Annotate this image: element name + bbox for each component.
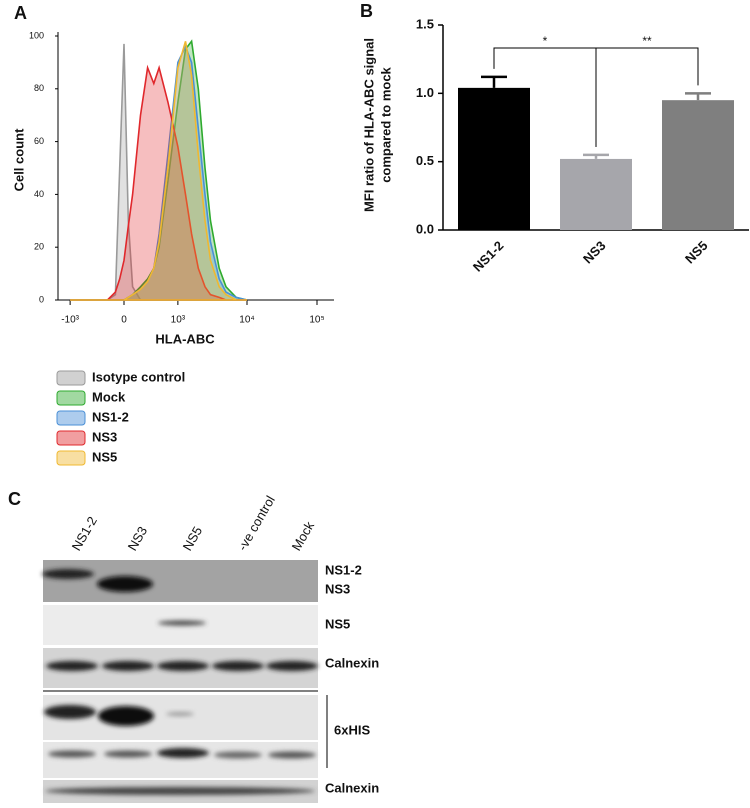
band: [157, 661, 209, 671]
bar: [662, 100, 734, 231]
legend-swatch: [56, 430, 86, 446]
legend-label: NS5: [92, 449, 117, 464]
legend-label: NS3: [92, 429, 117, 444]
x-tick-label: NS5: [682, 238, 710, 266]
blot-strip: [43, 560, 318, 602]
y-axis-label: Cell count: [11, 128, 26, 192]
western-blot: [42, 560, 328, 803]
panel-label: B: [360, 1, 373, 21]
error-bar: [481, 75, 507, 88]
legend-label: Isotype control: [92, 369, 185, 384]
band: [104, 750, 152, 758]
band: [268, 751, 316, 759]
histogram-area: [70, 64, 247, 301]
legend-label: NS1-2: [92, 409, 129, 424]
blot-label: NS5: [325, 616, 350, 631]
error-bar: [583, 153, 609, 159]
y-tick-label: 60: [34, 136, 44, 146]
bar: [458, 87, 530, 230]
band: [97, 576, 153, 592]
significance-label: **: [642, 34, 652, 48]
band: [212, 661, 264, 671]
band: [48, 750, 96, 758]
histogram-area: [70, 41, 247, 301]
blot-label: Calnexin: [325, 780, 379, 795]
lane-label: NS5: [180, 524, 206, 553]
blot-strip: [43, 695, 318, 740]
significance-bracket: [595, 47, 699, 147]
y-tick-label: 100: [29, 30, 44, 40]
band: [166, 712, 194, 716]
blot-strip: [43, 742, 318, 778]
lane-label: -ve control: [235, 493, 278, 553]
x-axis-label: HLA-ABC: [155, 331, 215, 346]
blot-label: Calnexin: [325, 655, 379, 670]
y-tick-label: 0.5: [416, 153, 434, 168]
band: [45, 787, 315, 795]
band: [214, 751, 262, 759]
panel-label: A: [14, 3, 27, 23]
band: [98, 706, 154, 726]
band: [42, 569, 94, 579]
x-tick-label: 10⁵: [309, 315, 324, 326]
legend-swatch: [56, 390, 86, 406]
y-axis-label: compared to mock: [378, 66, 393, 182]
band: [102, 661, 154, 671]
significance-label: *: [543, 34, 548, 48]
blot-label: NS1-2: [325, 562, 362, 577]
blot-label: NS3: [325, 581, 350, 596]
y-axis-label: MFI ratio of HLA-ABC signal: [361, 38, 376, 212]
y-tick-label: 1.5: [416, 16, 434, 31]
bar: [560, 158, 632, 230]
panel-label: C: [8, 489, 21, 509]
legend-swatch: [56, 450, 86, 466]
band: [46, 661, 98, 671]
x-tick-label: 10³: [171, 315, 186, 326]
band: [44, 705, 96, 719]
y-tick-label: 0.0: [416, 221, 434, 236]
x-tick-label: -10³: [61, 315, 79, 326]
lane-label: NS3: [125, 524, 151, 553]
y-tick-label: 0: [39, 294, 44, 304]
x-tick-label: NS1-2: [470, 238, 507, 275]
y-tick-label: 1.0: [416, 85, 434, 100]
blot-label: 6xHIS: [334, 722, 370, 737]
error-bar: [685, 92, 711, 101]
y-tick-label: 80: [34, 83, 44, 93]
legend-swatch: [56, 370, 86, 386]
lane-label: NS1-2: [69, 514, 100, 553]
lane-label: Mock: [289, 518, 318, 553]
y-tick-label: 20: [34, 242, 44, 252]
x-tick-label: 10⁴: [239, 315, 254, 326]
x-tick-label: 0: [121, 315, 127, 326]
legend-swatch: [56, 410, 86, 426]
y-tick-label: 40: [34, 189, 44, 199]
x-tick-label: NS3: [580, 238, 608, 266]
band: [266, 661, 318, 671]
band: [157, 748, 209, 758]
legend-label: Mock: [92, 389, 126, 404]
band: [158, 620, 206, 626]
